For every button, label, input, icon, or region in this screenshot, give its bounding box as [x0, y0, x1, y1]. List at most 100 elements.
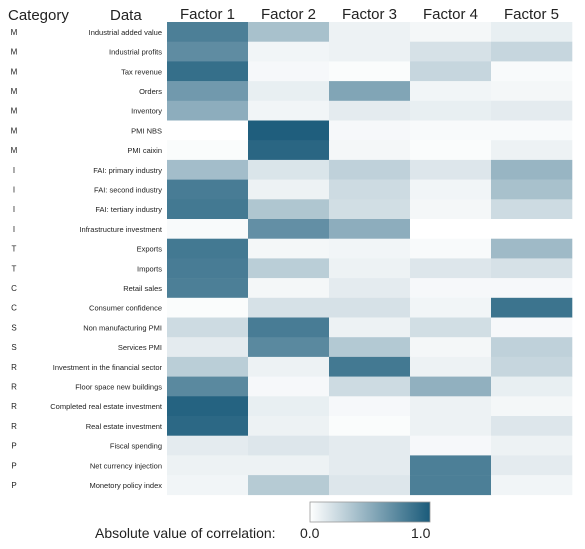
category-label: M — [11, 28, 18, 37]
heatmap-cell — [329, 179, 411, 200]
heatmap-cell — [167, 396, 249, 417]
heatmap-cell — [167, 41, 249, 62]
heatmap-cell — [167, 435, 249, 456]
heatmap-cell — [248, 219, 330, 239]
category-label: M — [11, 107, 18, 116]
heatmap-cell — [491, 455, 573, 476]
category-label: P — [11, 461, 16, 470]
heatmap-cell — [410, 179, 492, 200]
heatmap-cell — [410, 455, 492, 476]
factor-header-2: Factor 2 — [261, 6, 316, 23]
heatmap-cell — [167, 179, 249, 200]
heatmap-cell — [167, 81, 249, 102]
factor-headers: Factor 1 Factor 2 Factor 3 Factor 4 Factor 5 — [180, 6, 559, 23]
category-label: R — [11, 363, 17, 372]
heatmap-cell — [329, 416, 411, 436]
legend-gradient-bar — [309, 501, 431, 523]
heatmap-cell — [410, 140, 492, 161]
heatmap-cell — [167, 140, 249, 161]
heatmap-cell — [167, 376, 249, 397]
heatmap-cell — [410, 258, 492, 279]
heatmap-cell — [248, 41, 330, 62]
row-label: Floor space new buildings — [75, 382, 162, 391]
heatmap-cell — [491, 337, 573, 358]
heatmap-cell — [167, 258, 249, 279]
heatmap-cell — [410, 100, 492, 121]
heatmap-cell — [248, 100, 330, 121]
heatmap-cell — [167, 219, 249, 239]
heatmap-cell — [167, 100, 249, 121]
heatmap-cell — [248, 396, 330, 417]
row-label: Exports — [137, 245, 163, 254]
heatmap-cell — [410, 41, 492, 62]
heatmap-cell — [329, 435, 411, 456]
heatmap-cell — [410, 238, 492, 259]
category-label: I — [13, 166, 15, 175]
heatmap-cell — [491, 199, 573, 220]
heatmap-cell — [491, 435, 573, 456]
heatmap-cell — [329, 475, 411, 496]
heatmap-cell — [410, 219, 492, 239]
heatmap-cell — [491, 416, 573, 436]
category-label: M — [11, 48, 18, 57]
row-label: FAI: tertiary industry — [95, 205, 162, 214]
heatmap-cell — [248, 455, 330, 476]
heatmap-cell — [329, 61, 411, 82]
legend-min-label: 0.0 — [300, 525, 320, 541]
category-label: M — [11, 67, 18, 76]
category-label: M — [11, 87, 18, 96]
heatmap-cell — [248, 258, 330, 279]
row-label: Retail sales — [123, 284, 162, 293]
heatmap-cell — [491, 376, 573, 397]
heatmap-cell — [329, 41, 411, 62]
heatmap-cell — [167, 356, 249, 377]
row-label: FAI: primary industry — [93, 166, 162, 175]
category-label: R — [11, 402, 17, 411]
heatmap-cell — [491, 22, 573, 42]
data-header: Data — [110, 7, 142, 24]
heatmap-cell — [167, 475, 249, 496]
row-label: Real estate investment — [86, 422, 163, 431]
category-label: T — [12, 245, 17, 254]
heatmap-cell — [491, 475, 573, 496]
heatmap-cell — [248, 356, 330, 377]
heatmap-cell — [167, 455, 249, 476]
factor-header-4: Factor 4 — [423, 6, 478, 23]
heatmap-cell — [410, 475, 492, 496]
heatmap-cell — [491, 258, 573, 279]
heatmap-cell — [329, 297, 411, 318]
category-label: S — [11, 343, 16, 352]
category-label: R — [11, 382, 17, 391]
heatmap-cell — [410, 317, 492, 338]
heatmap-cell — [491, 219, 573, 239]
row-label: Consumer confidence — [89, 304, 162, 313]
heatmap-cell — [410, 356, 492, 377]
heatmap-cell — [410, 278, 492, 299]
heatmap-cell — [410, 22, 492, 42]
category-label: P — [11, 442, 16, 451]
category-label: I — [13, 185, 15, 194]
heatmap-cell — [491, 140, 573, 161]
heatmap-cell — [410, 337, 492, 358]
heatmap-cell — [491, 356, 573, 377]
heatmap-cell — [248, 22, 330, 42]
heatmap-cell — [248, 278, 330, 299]
category-label: M — [11, 146, 18, 155]
row-label: Orders — [139, 87, 162, 96]
heatmap-cell — [248, 61, 330, 82]
heatmap-cell — [167, 22, 249, 42]
heatmap-cell — [491, 297, 573, 318]
heatmap-cell — [329, 337, 411, 358]
row-label: Fiscal spending — [110, 442, 162, 451]
heatmap-cell — [329, 140, 411, 161]
heatmap-cell — [248, 435, 330, 456]
heatmap-cell — [329, 356, 411, 377]
heatmap-cell — [491, 179, 573, 200]
row-labels: Industrial added value Industrial profits… — [50, 28, 163, 490]
heatmap-cell — [329, 81, 411, 102]
heatmap-cell — [410, 120, 492, 141]
heatmap-cell — [410, 435, 492, 456]
category-label: C — [11, 304, 17, 313]
heatmap-cell — [329, 317, 411, 338]
